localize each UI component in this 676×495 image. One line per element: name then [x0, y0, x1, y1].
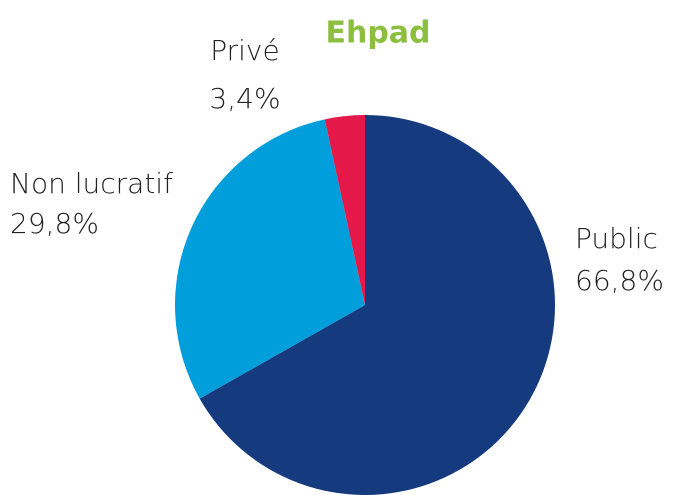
pie-slice [199, 115, 555, 495]
slice-label: Privé [210, 34, 279, 67]
slice-value: 3,4% [209, 82, 280, 115]
slice-label: Public [575, 222, 658, 255]
slice-value: 29,8% [10, 207, 99, 240]
pie-slice [174, 119, 365, 399]
chart-title: Ehpad [325, 16, 430, 51]
slice-label: Non lucratif [10, 167, 173, 200]
pie-slice [324, 115, 365, 305]
slice-value: 66,8% [575, 264, 664, 297]
